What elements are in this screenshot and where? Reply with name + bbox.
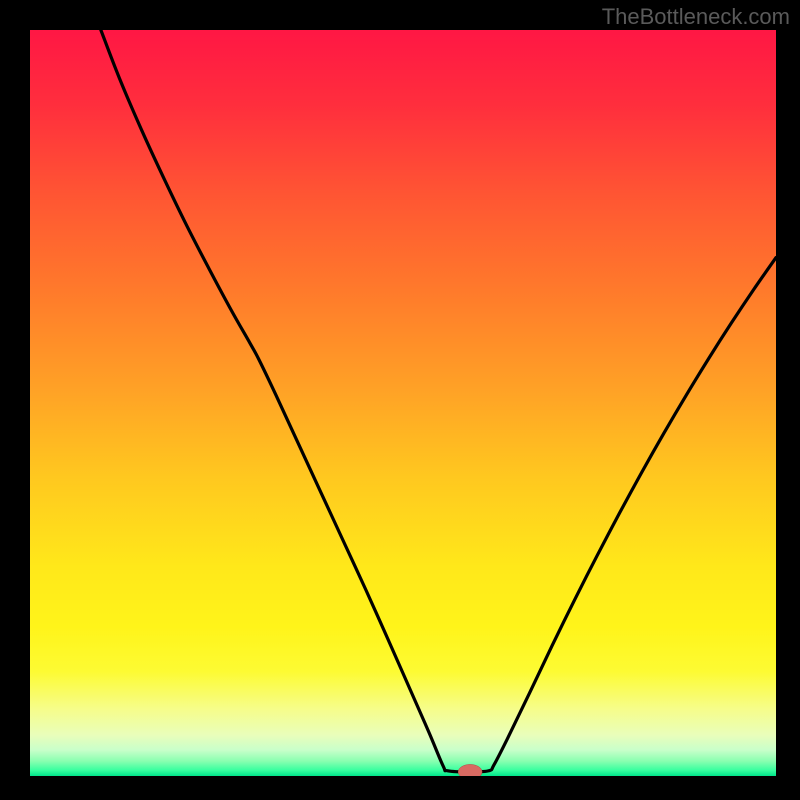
bottleneck-chart — [30, 30, 776, 776]
chart-container: TheBottleneck.com — [0, 0, 800, 800]
watermark-text: TheBottleneck.com — [602, 4, 790, 30]
gradient-background — [30, 30, 776, 776]
plot-area — [30, 30, 776, 776]
